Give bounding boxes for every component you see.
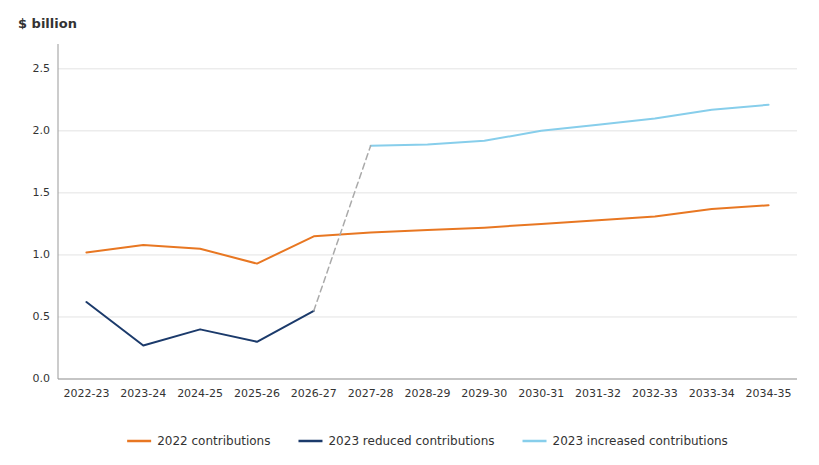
grid-line — [58, 192, 797, 193]
y-tick-label: 2.5 — [33, 62, 51, 75]
y-tick-label: 0.0 — [33, 372, 51, 385]
grid-line — [58, 379, 797, 380]
legend-item: 2023 increased contributions — [523, 434, 728, 448]
chart-container: 0.00.51.01.52.02.52022-232023-242024-252… — [0, 0, 819, 465]
grid — [58, 69, 797, 379]
legend-swatch — [298, 440, 322, 443]
y-tick-label: 2.0 — [33, 124, 51, 137]
x-tick-label: 2033-34 — [689, 387, 735, 400]
chart-svg: 0.00.51.01.52.02.52022-232023-242024-252… — [0, 0, 819, 465]
y-tick-label: 0.5 — [33, 310, 51, 323]
series-line — [86, 302, 313, 345]
x-tick-label: 2026-27 — [291, 387, 337, 400]
x-tick-label: 2032-33 — [632, 387, 678, 400]
x-tick-label: 2029-30 — [461, 387, 507, 400]
x-tick-label: 2028-29 — [405, 387, 451, 400]
x-tick-label: 2031-32 — [575, 387, 621, 400]
series-line — [371, 105, 769, 146]
x-tick-label: 2025-26 — [234, 387, 280, 400]
series-line — [86, 205, 768, 263]
legend-swatch — [523, 440, 547, 443]
x-ticks: 2022-23 2023-24 2024-25 2025-26 2026-27 2027-… — [63, 387, 791, 400]
x-tick-label: 2034-35 — [746, 387, 792, 400]
y-axis-label: $ billion — [18, 16, 77, 31]
y-ticks: 0.0 0.5 1.0 1.5 2.0 2.5 — [33, 62, 51, 385]
x-tick-label: 2024-25 — [177, 387, 223, 400]
lines — [86, 105, 768, 346]
x-tick-label: 2030-31 — [518, 387, 564, 400]
legend-item: 2022 contributions — [127, 434, 270, 448]
grid-line — [58, 130, 797, 131]
connector-line — [314, 146, 371, 311]
y-axis-line — [58, 44, 59, 379]
legend: 2022 contributions 2023 reduced contribut… — [127, 434, 728, 448]
x-tick-label: 2027-28 — [348, 387, 394, 400]
x-axis-line — [58, 379, 797, 380]
y-tick-label: 1.0 — [33, 248, 51, 261]
grid-line — [58, 68, 797, 69]
legend-label: 2023 reduced contributions — [328, 434, 494, 448]
x-tick-label: 2022-23 — [63, 387, 109, 400]
grid-line — [58, 316, 797, 317]
x-tick-label: 2023-24 — [120, 387, 166, 400]
grid-line — [58, 254, 797, 255]
legend-label: 2023 increased contributions — [553, 434, 728, 448]
legend-swatch — [127, 440, 151, 443]
y-tick-label: 1.5 — [33, 186, 51, 199]
legend-item: 2023 reduced contributions — [298, 434, 494, 448]
legend-label: 2022 contributions — [157, 434, 270, 448]
